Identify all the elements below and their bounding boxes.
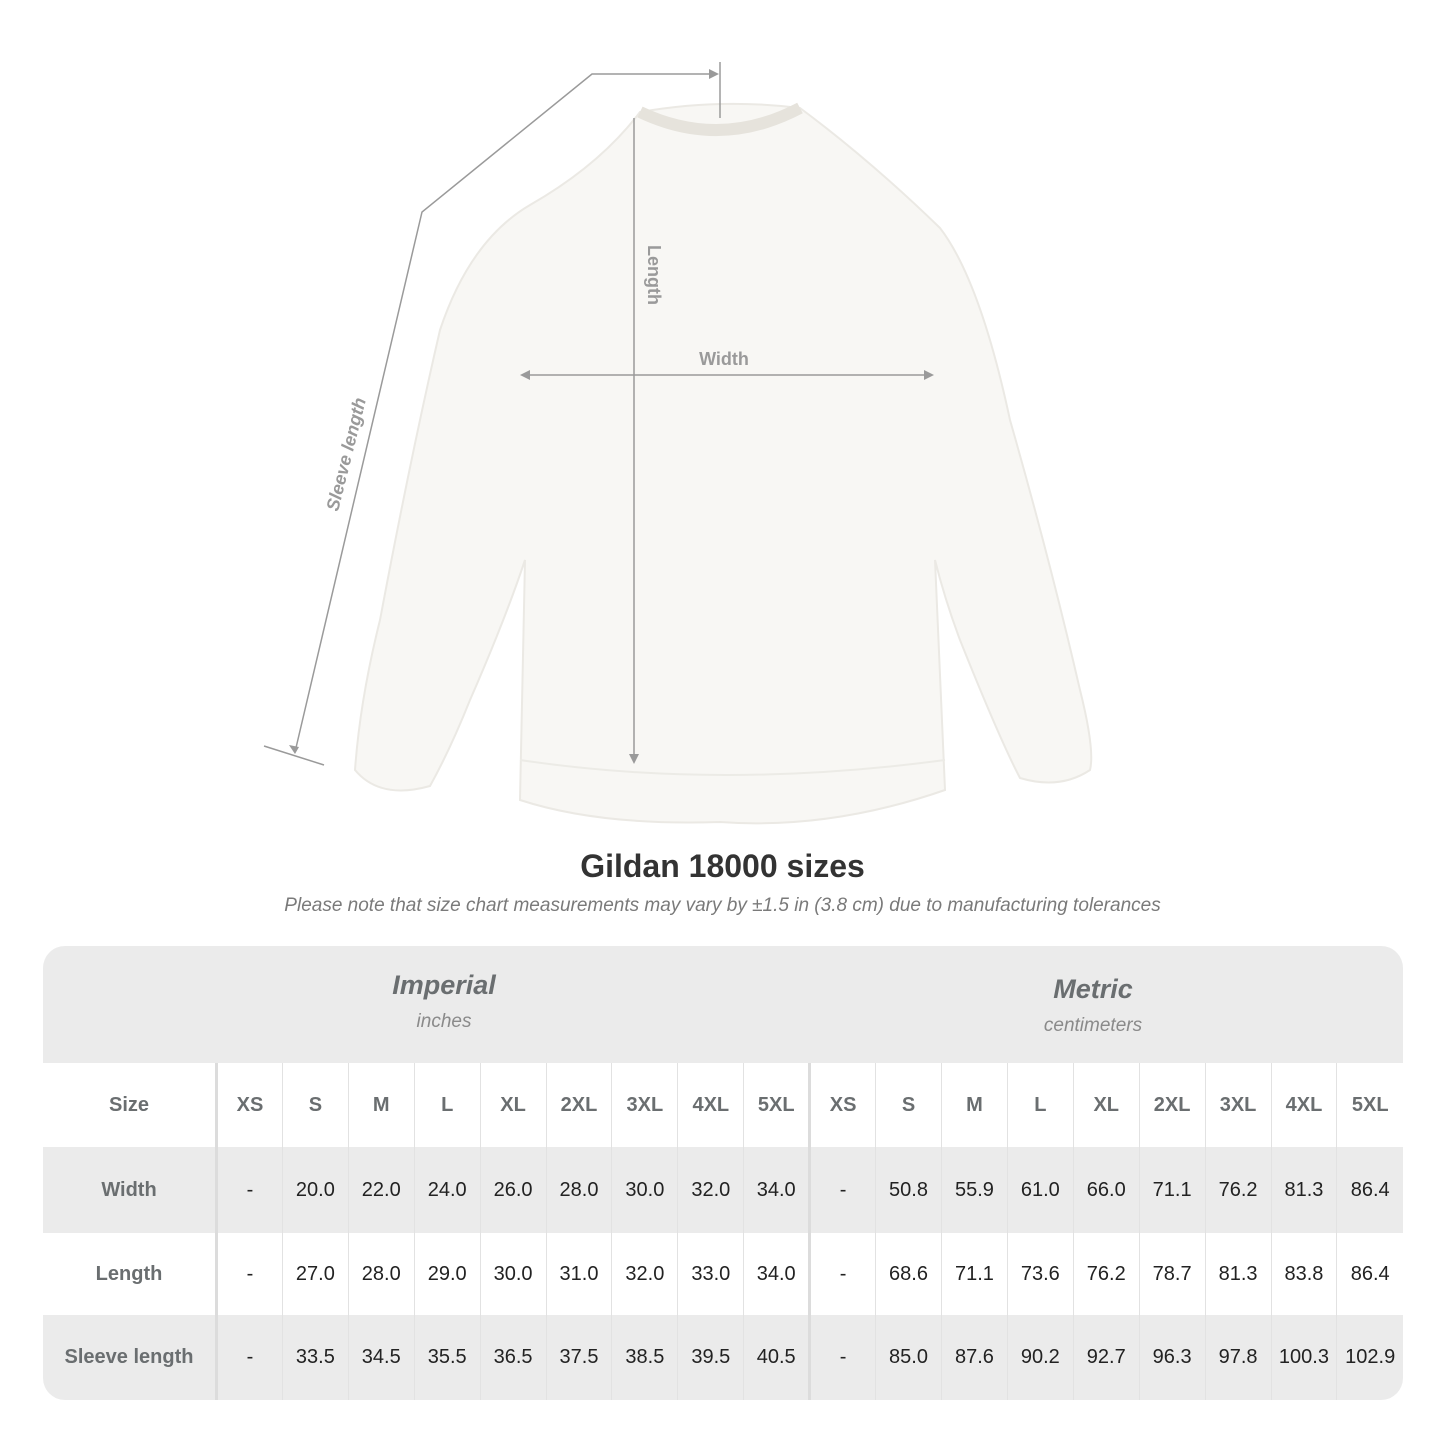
metric-value: 85.0 — [875, 1315, 942, 1400]
imperial-value: 39.5 — [677, 1315, 744, 1400]
metric-size-xl: XL — [1072, 1063, 1140, 1147]
metric-value: 90.2 — [1006, 1315, 1074, 1400]
imperial-size-5xl: 5XL — [743, 1063, 812, 1147]
metric-size-3xl: 3XL — [1204, 1063, 1271, 1147]
metric-size-xs: XS — [809, 1063, 876, 1147]
size-table-card: Imperial inches Metric centimeters Size X… — [43, 946, 1403, 1400]
imperial-value: 34.5 — [347, 1315, 415, 1400]
metric-unit: centimeters — [1043, 1015, 1143, 1036]
table-row: Sleeve length -33.5 34.5 35.5 36.5 37.5 38.5 39… — [43, 1315, 1403, 1400]
imperial-value: 26.0 — [479, 1147, 547, 1233]
sweatshirt-measurement-diagram: Length Width Sleeve length — [263, 62, 1093, 825]
imperial-size-xs: XS — [216, 1063, 283, 1147]
imperial-value: 28.0 — [347, 1233, 415, 1315]
metric-value: 50.8 — [875, 1147, 942, 1233]
length-label: Length — [644, 245, 664, 305]
row-label: Sleeve length — [43, 1315, 218, 1400]
imperial-value: 24.0 — [413, 1147, 481, 1233]
size-label: Size — [43, 1063, 218, 1147]
table-header: Imperial inches Metric centimeters — [43, 946, 1403, 1063]
sleeve-length-label: Sleeve length — [322, 396, 369, 513]
imperial-value: 20.0 — [281, 1147, 349, 1233]
imperial-size-3xl: 3XL — [611, 1063, 678, 1147]
metric-value: 81.3 — [1270, 1147, 1337, 1233]
metric-size-m: M — [940, 1063, 1008, 1147]
size-header-row: Size XS S M L XL 2XL 3XL 4XL 5XL XS S M L XL 2XL 3XL 4XL 5… — [43, 1063, 1403, 1147]
metric-value: 78.7 — [1138, 1233, 1206, 1315]
imperial-value: 34.0 — [743, 1147, 812, 1233]
sweatshirt-image — [353, 102, 1093, 825]
imperial-value: 28.0 — [545, 1147, 612, 1233]
imperial-title: Imperial — [392, 970, 496, 1000]
imperial-value: 40.5 — [743, 1315, 812, 1400]
metric-value: - — [809, 1233, 876, 1315]
metric-value: 96.3 — [1138, 1315, 1206, 1400]
metric-value: - — [809, 1147, 876, 1233]
table-row: Length -27.0 28.0 29.0 30.0 31.0 32.0 33.0 34.0-… — [43, 1233, 1403, 1315]
imperial-value: - — [216, 1147, 283, 1233]
imperial-value: 30.0 — [479, 1233, 547, 1315]
metric-value: 97.8 — [1204, 1315, 1271, 1400]
imperial-value: 31.0 — [545, 1233, 612, 1315]
metric-value: 76.2 — [1204, 1147, 1271, 1233]
row-label: Length — [43, 1233, 218, 1315]
metric-size-2xl: 2XL — [1138, 1063, 1206, 1147]
size-table: Size XS S M L XL 2XL 3XL 4XL 5XL XS S M L XL 2XL 3XL 4XL 5… — [43, 1063, 1403, 1400]
metric-size-4xl: 4XL — [1270, 1063, 1337, 1147]
imperial-size-s: S — [281, 1063, 349, 1147]
metric-value: 68.6 — [875, 1233, 942, 1315]
metric-value: 81.3 — [1204, 1233, 1271, 1315]
tolerance-note: Please note that size chart measurements… — [284, 895, 1161, 916]
imperial-value: 27.0 — [281, 1233, 349, 1315]
metric-value: 92.7 — [1072, 1315, 1140, 1400]
row-label: Width — [43, 1147, 218, 1233]
metric-size-5xl: 5XL — [1336, 1063, 1403, 1147]
imperial-value: 22.0 — [347, 1147, 415, 1233]
imperial-unit: inches — [416, 1011, 472, 1032]
metric-value: 86.4 — [1336, 1233, 1403, 1315]
imperial-size-m: M — [347, 1063, 415, 1147]
metric-value: 87.6 — [940, 1315, 1008, 1400]
metric-value: 71.1 — [940, 1233, 1008, 1315]
table-row: Width -20.0 22.0 24.0 26.0 28.0 30.0 32.0 34.0-5… — [43, 1147, 1403, 1233]
imperial-value: 35.5 — [413, 1315, 481, 1400]
imperial-value: 29.0 — [413, 1233, 481, 1315]
metric-size-l: L — [1006, 1063, 1074, 1147]
page-title: Gildan 18000 sizes — [580, 848, 865, 884]
imperial-value: - — [216, 1315, 283, 1400]
imperial-size-l: L — [413, 1063, 481, 1147]
width-label: Width — [699, 349, 749, 369]
imperial-value: - — [216, 1233, 283, 1315]
metric-title: Metric — [1053, 974, 1133, 1004]
imperial-value: 36.5 — [479, 1315, 547, 1400]
metric-value: 102.9 — [1336, 1315, 1403, 1400]
imperial-value: 32.0 — [677, 1147, 744, 1233]
imperial-value: 37.5 — [545, 1315, 612, 1400]
imperial-value: 34.0 — [743, 1233, 812, 1315]
metric-value: - — [809, 1315, 876, 1400]
measure-lines — [263, 62, 934, 766]
metric-value: 71.1 — [1138, 1147, 1206, 1233]
metric-value: 66.0 — [1072, 1147, 1140, 1233]
imperial-size-2xl: 2XL — [545, 1063, 612, 1147]
metric-value: 73.6 — [1006, 1233, 1074, 1315]
imperial-header: Imperial inches — [147, 970, 741, 1033]
imperial-value: 38.5 — [611, 1315, 678, 1400]
imperial-value: 30.0 — [611, 1147, 678, 1233]
imperial-value: 32.0 — [611, 1233, 678, 1315]
imperial-value: 33.5 — [281, 1315, 349, 1400]
imperial-value: 33.0 — [677, 1233, 744, 1315]
metric-value: 100.3 — [1270, 1315, 1337, 1400]
metric-value: 55.9 — [940, 1147, 1008, 1233]
metric-header: Metric centimeters — [796, 974, 1390, 1037]
metric-value: 86.4 — [1336, 1147, 1403, 1233]
imperial-size-xl: XL — [479, 1063, 547, 1147]
metric-value: 83.8 — [1270, 1233, 1337, 1315]
imperial-size-4xl: 4XL — [677, 1063, 744, 1147]
metric-value: 76.2 — [1072, 1233, 1140, 1315]
metric-size-s: S — [875, 1063, 942, 1147]
metric-value: 61.0 — [1006, 1147, 1074, 1233]
